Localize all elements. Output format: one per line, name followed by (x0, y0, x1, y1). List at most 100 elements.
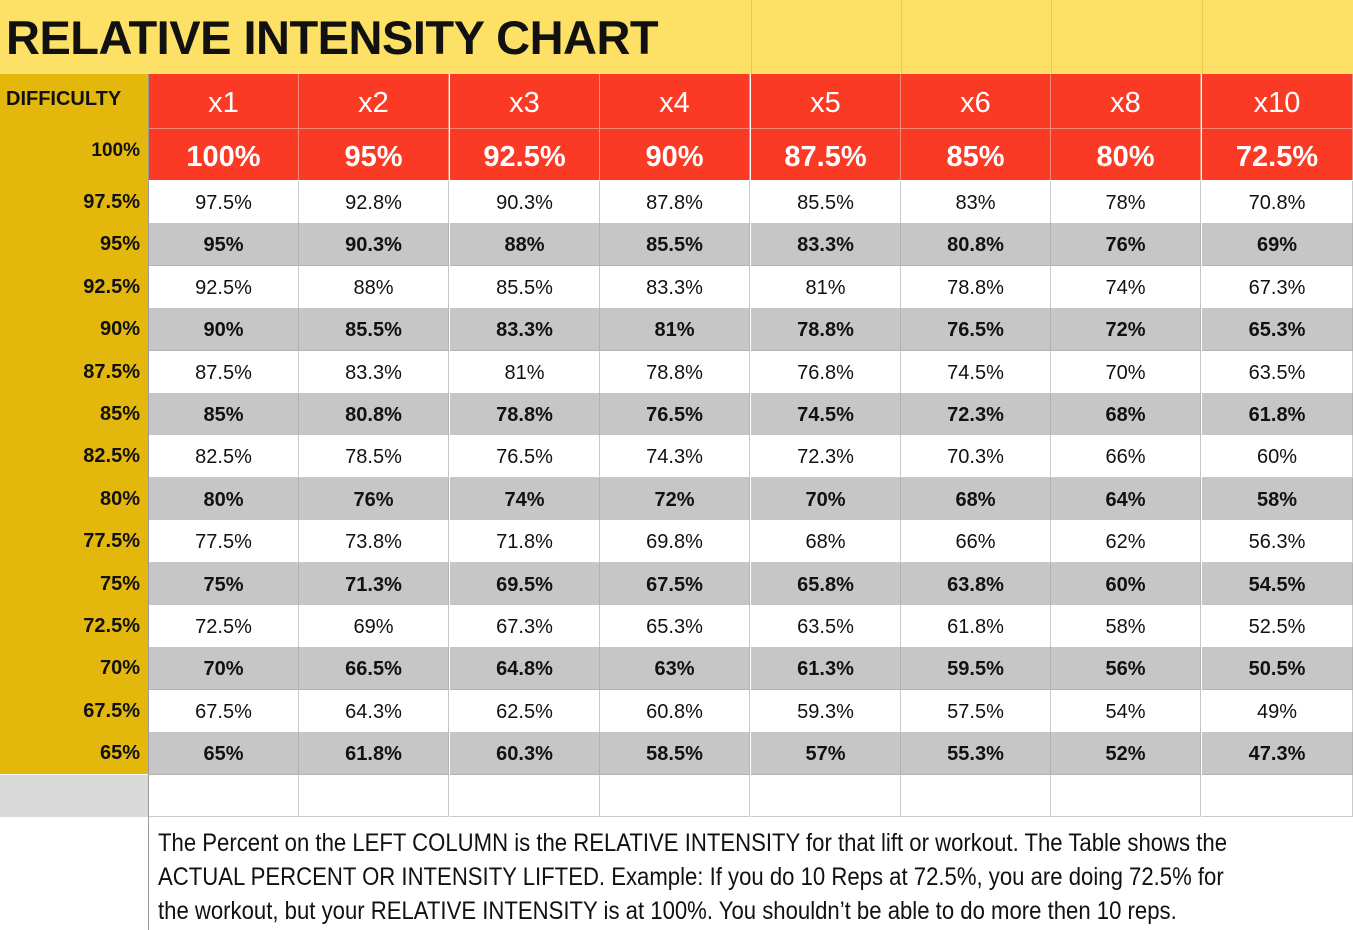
row-label: 77.5% (83, 530, 140, 553)
note-line: the workout, but your RELATIVE INTENSITY… (158, 897, 1177, 925)
table-cell: 76.5% (450, 435, 600, 479)
table-cell: 80% (149, 477, 299, 521)
table-cell: 85% (149, 393, 299, 436)
table-cell: 74.5% (901, 350, 1051, 394)
table-cell: 76.5% (600, 393, 750, 436)
table-cell: 95% (149, 223, 299, 267)
table-cell: 74% (1051, 265, 1201, 309)
table-cell: 80.8% (299, 393, 449, 436)
empty-cell (901, 775, 1051, 817)
table-cell: 70% (149, 647, 299, 691)
empty-cell (149, 775, 299, 817)
table-cell: 82.5% (149, 435, 299, 479)
table-cell: 68% (751, 520, 901, 564)
table-cell: 83.3% (600, 265, 750, 309)
grid-line (1202, 0, 1203, 74)
row-label: 82.5% (83, 445, 140, 468)
table-cell: 92.5% (149, 265, 299, 309)
table-cell: 72.3% (751, 435, 901, 479)
row-label: 70% (99, 657, 140, 680)
column-header: x6 (901, 74, 1051, 128)
table-cell: 87.5% (149, 350, 299, 394)
explanation-note: The Percent on the LEFT COLUMN is the RE… (158, 826, 1348, 928)
table-cell: 59.3% (751, 689, 901, 733)
note-line: The Percent on the LEFT COLUMN is the RE… (158, 829, 1228, 857)
table-cell: 52% (1051, 732, 1201, 776)
grid-line (901, 0, 902, 74)
empty-cell (299, 775, 449, 817)
table-cell: 67.5% (149, 689, 299, 733)
table-cell: 78.8% (600, 350, 750, 394)
row-label: 65% (99, 742, 140, 765)
table-cell: 85.5% (751, 181, 901, 224)
table-cell: 59.5% (901, 647, 1051, 691)
difficulty-column (0, 74, 148, 774)
table-cell: 65% (149, 732, 299, 776)
table-cell: 54.5% (1202, 562, 1353, 606)
top-row-cell: 92.5% (450, 128, 600, 180)
table-cell: 49% (1202, 689, 1353, 733)
table-cell: 83% (901, 181, 1051, 224)
table-cell: 56% (1051, 647, 1201, 691)
table-cell: 67.5% (600, 562, 750, 606)
table-cell: 61.8% (901, 605, 1051, 648)
title-band (0, 0, 1353, 74)
table-cell: 85.5% (600, 223, 750, 267)
table-cell: 70% (1051, 350, 1201, 394)
table-cell: 64.3% (299, 689, 449, 733)
table-cell: 67.3% (450, 605, 600, 648)
table-cell: 54% (1051, 689, 1201, 733)
table-cell: 61.8% (1202, 393, 1353, 436)
table-cell: 61.8% (299, 732, 449, 776)
row-label: 100% (91, 140, 140, 161)
table-cell: 81% (450, 350, 600, 394)
table-cell: 60% (1202, 435, 1353, 479)
table-cell: 68% (901, 477, 1051, 521)
table-cell: 85.5% (299, 308, 449, 352)
table-cell: 71.3% (299, 562, 449, 606)
table-cell: 52.5% (1202, 605, 1353, 648)
table-cell: 87.8% (600, 181, 750, 224)
table-cell: 68% (1051, 393, 1201, 436)
top-row-cell: 90% (600, 128, 750, 180)
grid-line (751, 0, 752, 74)
row-label: 97.5% (83, 191, 140, 213)
table-cell: 65.8% (751, 562, 901, 606)
grid-line (1051, 0, 1052, 74)
table-cell: 67.3% (1202, 265, 1353, 309)
column-header: x5 (751, 74, 901, 128)
column-header: x3 (450, 74, 600, 128)
table-cell: 61.3% (751, 647, 901, 691)
table-cell: 70% (751, 477, 901, 521)
note-line: ACTUAL PERCENT OR INTENSITY LIFTED. Exam… (158, 863, 1224, 891)
row-label: 72.5% (83, 615, 140, 637)
table-cell: 57.5% (901, 689, 1051, 733)
table-cell: 90% (149, 308, 299, 352)
table-cell: 78% (1051, 181, 1201, 224)
empty-cell (0, 775, 148, 817)
table-cell: 60.8% (600, 689, 750, 733)
table-cell: 56.3% (1202, 520, 1353, 564)
table-divider (148, 74, 149, 930)
table-cell: 83.3% (751, 223, 901, 267)
table-cell: 64.8% (450, 647, 600, 691)
table-cell: 65.3% (600, 605, 750, 648)
empty-cell (751, 775, 901, 817)
table-cell: 57% (751, 732, 901, 776)
table-cell: 47.3% (1202, 732, 1353, 776)
table-cell: 92.8% (299, 181, 449, 224)
table-cell: 76.8% (751, 350, 901, 394)
table-cell: 76.5% (901, 308, 1051, 352)
row-label: 95% (99, 233, 140, 256)
table-cell: 70.3% (901, 435, 1051, 479)
table-cell: 74.3% (600, 435, 750, 479)
table-cell: 78.8% (450, 393, 600, 436)
row-label: 90% (99, 318, 140, 341)
table-cell: 88% (299, 265, 449, 309)
top-row-cell: 95% (299, 128, 449, 180)
column-header: x10 (1202, 74, 1353, 128)
table-cell: 63% (600, 647, 750, 691)
column-header: x8 (1051, 74, 1201, 128)
column-header: x2 (299, 74, 449, 128)
table-cell: 66% (1051, 435, 1201, 479)
